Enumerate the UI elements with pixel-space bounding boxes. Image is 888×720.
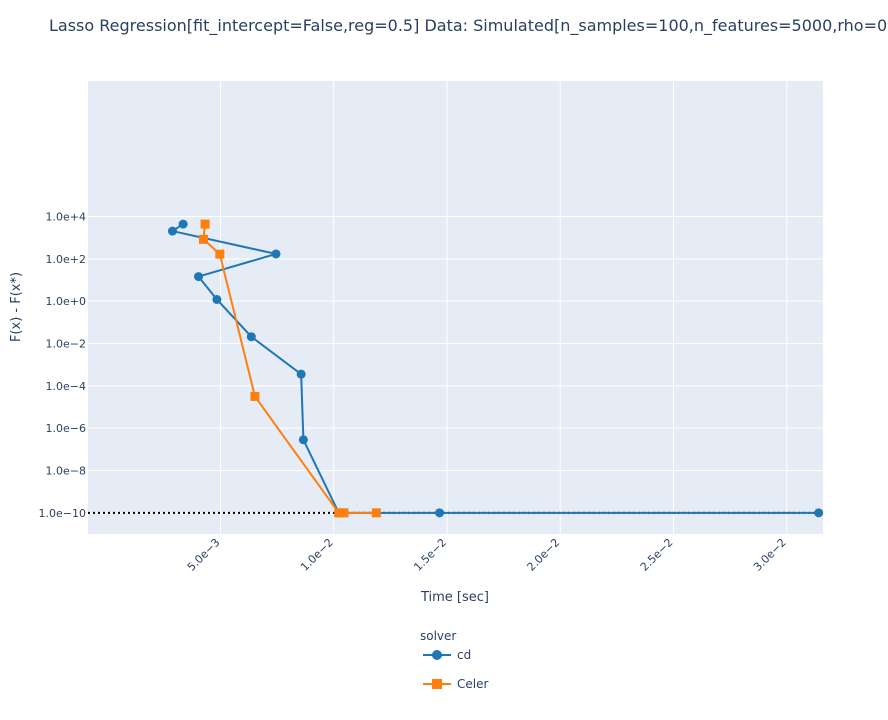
data-point-cd[interactable]	[296, 369, 306, 379]
data-point-cd[interactable]	[178, 219, 188, 229]
data-point-cd[interactable]	[271, 249, 281, 259]
y-tick-label: 1.0e−6	[46, 422, 86, 435]
data-point-cd[interactable]	[167, 226, 177, 236]
data-point-cd[interactable]	[246, 332, 256, 342]
data-point-celer[interactable]	[199, 234, 209, 244]
x-axis-title: Time [sec]	[420, 590, 489, 605]
x-tick-label: 2.0e−2	[525, 536, 563, 574]
data-point-cd[interactable]	[212, 294, 222, 304]
legend-title: solver	[420, 629, 456, 643]
y-tick-label: 1.0e−4	[46, 380, 86, 393]
legend-item-celer[interactable]: Celer	[423, 677, 488, 691]
data-point-celer[interactable]	[339, 508, 349, 518]
plot-background	[88, 81, 823, 534]
legend-marker-celer	[432, 679, 442, 689]
data-point-celer[interactable]	[371, 508, 381, 518]
series-layer	[167, 219, 824, 518]
data-point-cd[interactable]	[194, 272, 204, 282]
y-tick-label: 1.0e+0	[46, 295, 86, 308]
x-tick-label: 5.0e−3	[185, 536, 223, 574]
y-tick-label: 1.0e−10	[39, 507, 86, 520]
y-tick-label: 1.0e+4	[46, 210, 86, 223]
data-point-cd[interactable]	[298, 435, 308, 445]
x-tick-label: 3.0e−2	[751, 536, 789, 574]
y-tick-label: 1.0e+2	[46, 253, 86, 266]
y-gridlines	[88, 215, 823, 514]
legend: solver cd Celer	[420, 629, 488, 691]
legend-marker-cd	[432, 650, 442, 660]
data-point-celer[interactable]	[250, 391, 260, 401]
x-tick-label: 1.5e−2	[411, 536, 449, 574]
y-tick-label: 1.0e−2	[46, 337, 86, 350]
legend-label-celer: Celer	[457, 677, 488, 691]
x-tick-labels: 5.0e−3 1.0e−2 1.5e−2 2.0e−2 2.5e−2 3.0e−2	[185, 536, 789, 574]
data-point-cd[interactable]	[814, 508, 824, 518]
data-point-celer[interactable]	[200, 219, 210, 229]
x-tick-label: 2.5e−2	[638, 536, 676, 574]
data-point-cd[interactable]	[435, 508, 445, 518]
y-tick-labels: 1.0e+4 1.0e+2 1.0e+0 1.0e−2 1.0e−4 1.0e−6 1.0e…	[39, 210, 86, 519]
legend-item-cd[interactable]: cd	[423, 648, 471, 662]
y-axis-title: F(x) - F(x*)	[9, 272, 24, 342]
legend-label-cd: cd	[457, 648, 471, 662]
data-point-celer[interactable]	[334, 508, 344, 518]
series-celer	[199, 219, 381, 518]
x-tick-label: 1.0e−2	[298, 536, 336, 574]
y-tick-label: 1.0e−8	[46, 464, 86, 477]
data-point-celer[interactable]	[215, 249, 225, 259]
x-gridlines	[220, 81, 788, 534]
chart-title: Lasso Regression[fit_intercept=False,reg…	[49, 16, 888, 36]
